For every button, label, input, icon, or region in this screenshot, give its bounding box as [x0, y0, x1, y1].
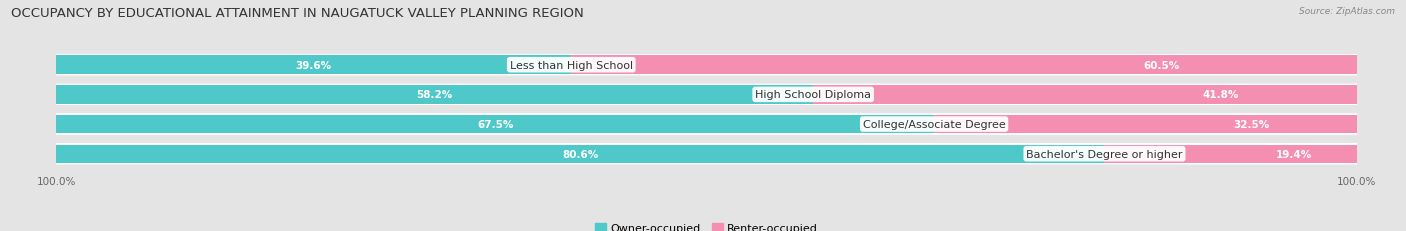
Text: 67.5%: 67.5% — [477, 119, 513, 130]
FancyBboxPatch shape — [56, 114, 1357, 135]
Bar — [934, 115, 1357, 134]
Text: Bachelor's Degree or higher: Bachelor's Degree or higher — [1026, 149, 1182, 159]
Text: Source: ZipAtlas.com: Source: ZipAtlas.com — [1299, 7, 1395, 16]
Text: 19.4%: 19.4% — [1275, 149, 1312, 159]
Text: 60.5%: 60.5% — [1143, 61, 1180, 70]
Text: College/Associate Degree: College/Associate Degree — [863, 119, 1005, 130]
Legend: Owner-occupied, Renter-occupied: Owner-occupied, Renter-occupied — [591, 219, 823, 231]
Bar — [56, 115, 934, 134]
Text: 80.6%: 80.6% — [562, 149, 599, 159]
Bar — [56, 145, 1105, 163]
Bar — [56, 86, 813, 104]
FancyBboxPatch shape — [56, 55, 1357, 76]
FancyBboxPatch shape — [56, 84, 1357, 106]
Bar — [1105, 145, 1357, 163]
Text: 41.8%: 41.8% — [1202, 90, 1239, 100]
FancyBboxPatch shape — [56, 143, 1357, 165]
Bar — [571, 56, 1358, 75]
Bar — [56, 56, 571, 75]
Text: OCCUPANCY BY EDUCATIONAL ATTAINMENT IN NAUGATUCK VALLEY PLANNING REGION: OCCUPANCY BY EDUCATIONAL ATTAINMENT IN N… — [11, 7, 583, 20]
Text: 58.2%: 58.2% — [416, 90, 453, 100]
Text: High School Diploma: High School Diploma — [755, 90, 872, 100]
Text: 32.5%: 32.5% — [1233, 119, 1270, 130]
Bar — [813, 86, 1357, 104]
Text: Less than High School: Less than High School — [510, 61, 633, 70]
Text: 39.6%: 39.6% — [295, 61, 332, 70]
